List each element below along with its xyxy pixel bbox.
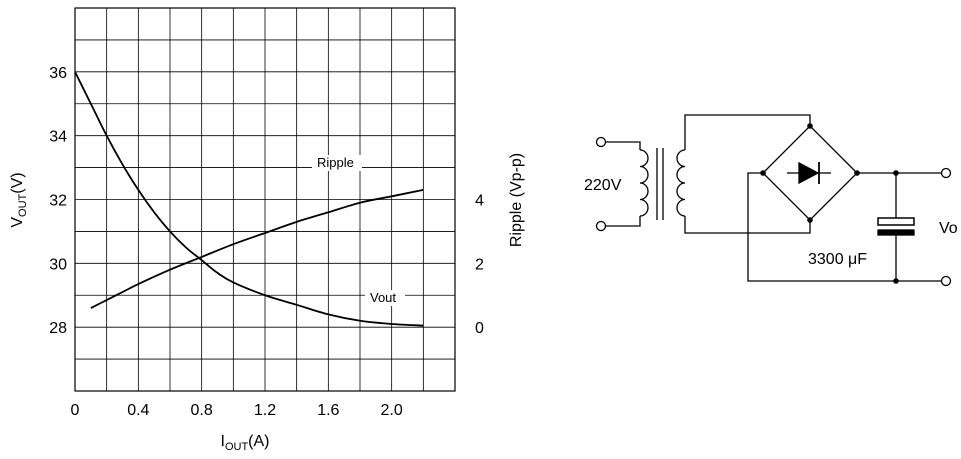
circuit-diagram: [595, 114, 952, 287]
input-wires: [606, 141, 641, 227]
y-left-tick-label: 28: [49, 320, 67, 337]
output-voltage-label: Vo: [939, 220, 958, 237]
x-tick-label: 0.8: [191, 402, 213, 419]
input-terminal-top: [595, 136, 607, 148]
plot-frame: [74, 7, 456, 392]
junction-dot: [760, 170, 766, 176]
junction-dot: [807, 123, 813, 129]
x-tick-label: 1.6: [317, 402, 339, 419]
series-line-vout: [74, 71, 424, 327]
y-left-tick-label: 34: [49, 129, 67, 146]
y-axis-right-label: Ripple (Vp-p): [508, 153, 525, 247]
ripple-label-bg: [312, 155, 362, 171]
y-right-tick-label: 0: [475, 320, 484, 337]
input-terminal-bottom: [595, 220, 607, 232]
tick-labels: 0 0.4 0.8 1.2 1.6 2.0 28 30 32 34 36 0 2 4: [49, 65, 484, 419]
vout-series-label: Vout: [370, 290, 396, 305]
vout-label-bg: [365, 290, 405, 306]
x-tick-label: 1.2: [254, 402, 276, 419]
y-left-tick-label: 32: [49, 193, 67, 210]
capacitor-value-label: 3300 μF: [808, 251, 867, 268]
ripple-series-label: Ripple: [317, 155, 354, 170]
capacitor-plate-negative: [877, 229, 915, 236]
junction-dot: [854, 170, 860, 176]
negative-rail: [747, 172, 942, 282]
y-left-tick-label: 30: [49, 256, 67, 273]
series-line-ripple: [90, 189, 424, 309]
input-voltage-label: 220V: [584, 177, 622, 194]
y-right-tick-label: 2: [475, 256, 484, 273]
chart-grid: [75, 8, 455, 391]
secondary-top-wire: [684, 114, 811, 150]
x-tick-label: 0: [71, 402, 80, 419]
x-tick-label: 0.4: [127, 402, 149, 419]
y-left-tick-label: 36: [49, 65, 67, 82]
transformer-primary-coil: [639, 149, 649, 217]
series-layer: [74, 71, 424, 327]
output-terminal-bottom: [940, 275, 952, 287]
junction-dot: [893, 278, 899, 284]
junction-dot: [893, 170, 899, 176]
x-tick-label: 2.0: [381, 402, 403, 419]
x-axis-label: IOUT(A): [220, 433, 269, 453]
output-terminal-top: [940, 167, 952, 179]
chart: 0 0.4 0.8 1.2 1.6 2.0 28 30 32 34 36 0 2 4 Ripple Vou…: [9, 7, 525, 453]
y-axis-left-label: VOUT(V): [9, 172, 29, 227]
junction-dot: [807, 217, 813, 223]
capacitor-plate-positive: [877, 217, 915, 226]
transformer-secondary-coil: [676, 149, 686, 217]
diode-triangle: [798, 161, 820, 185]
y-right-tick-label: 4: [475, 193, 484, 210]
